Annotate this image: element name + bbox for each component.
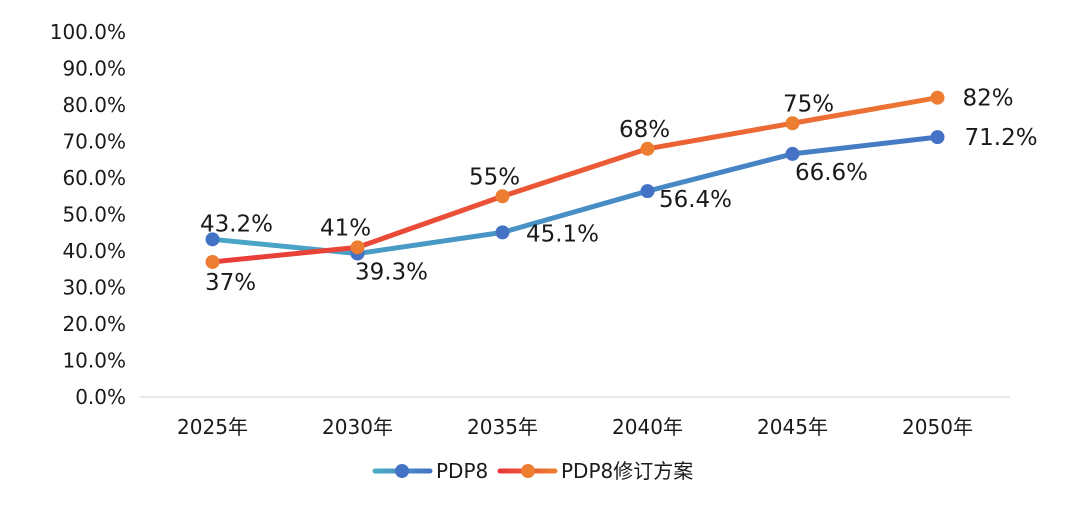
series-layer: 43.2% 39.3% 45.1% 56.4% 66.6% 71.2% 37% 41% 55% 6… bbox=[200, 86, 1038, 296]
legend-item: PDP8 bbox=[372, 459, 488, 483]
y-tick-label: 40.0% bbox=[62, 239, 126, 263]
data-label: 55% bbox=[469, 164, 520, 190]
data-point bbox=[930, 90, 945, 105]
y-tick-label: 30.0% bbox=[62, 276, 126, 300]
data-label: 66.6% bbox=[795, 160, 868, 186]
data-labels: 43.2% 39.3% 45.1% 56.4% 66.6% 71.2% 37% 41% 55% 6… bbox=[200, 86, 1038, 296]
data-point bbox=[785, 116, 800, 131]
x-tick-label: 2050年 bbox=[902, 415, 973, 439]
data-label: 45.1% bbox=[526, 221, 599, 247]
legend: PDP8 PDP8修订方案 bbox=[372, 459, 693, 483]
data-label: 68% bbox=[619, 117, 670, 143]
x-tick-label: 2045年 bbox=[757, 415, 828, 439]
x-tick-label: 2035年 bbox=[467, 415, 538, 439]
y-tick-label: 50.0% bbox=[62, 203, 126, 227]
data-point bbox=[205, 254, 220, 269]
x-axis: 2025年 2030年 2035年 2040年 2045年 2050年 bbox=[177, 415, 973, 439]
y-tick-label: 100.0% bbox=[50, 20, 126, 44]
series-markers-1 bbox=[205, 90, 945, 269]
x-tick-label: 2025年 bbox=[177, 415, 248, 439]
y-tick-label: 60.0% bbox=[62, 166, 126, 190]
data-label: 41% bbox=[320, 215, 371, 241]
data-point bbox=[495, 225, 510, 240]
data-label: 43.2% bbox=[200, 211, 273, 237]
x-tick-label: 2030年 bbox=[322, 415, 393, 439]
series-line bbox=[210, 95, 940, 265]
legend-label: PDP8 bbox=[436, 459, 488, 483]
y-tick-label: 10.0% bbox=[62, 349, 126, 373]
data-point bbox=[495, 189, 510, 204]
y-tick-label: 0.0% bbox=[75, 385, 126, 409]
legend-label: PDP8修订方案 bbox=[561, 459, 693, 483]
legend-item: PDP8修订方案 bbox=[497, 459, 693, 483]
y-tick-label: 20.0% bbox=[62, 312, 126, 336]
data-label: 82% bbox=[963, 86, 1014, 112]
data-point bbox=[205, 232, 220, 247]
data-label: 75% bbox=[783, 91, 834, 117]
data-point bbox=[640, 184, 655, 199]
y-tick-label: 70.0% bbox=[62, 130, 126, 154]
y-axis: 0.0% 10.0% 20.0% 30.0% 40.0% 50.0% 60.0% 70.0% 8… bbox=[50, 20, 126, 409]
y-tick-label: 80.0% bbox=[62, 93, 126, 117]
data-point bbox=[930, 130, 945, 145]
data-label: 71.2% bbox=[965, 125, 1038, 151]
legend-marker bbox=[521, 464, 535, 478]
data-label: 39.3% bbox=[355, 260, 428, 286]
data-point bbox=[350, 240, 365, 255]
x-tick-label: 2040年 bbox=[612, 415, 683, 439]
y-tick-label: 90.0% bbox=[62, 57, 126, 81]
data-label: 37% bbox=[205, 270, 256, 296]
series-pdp8-revised bbox=[210, 95, 940, 265]
data-point bbox=[785, 146, 800, 161]
data-point bbox=[640, 141, 655, 156]
data-label: 56.4% bbox=[659, 187, 732, 213]
legend-marker bbox=[395, 464, 409, 478]
